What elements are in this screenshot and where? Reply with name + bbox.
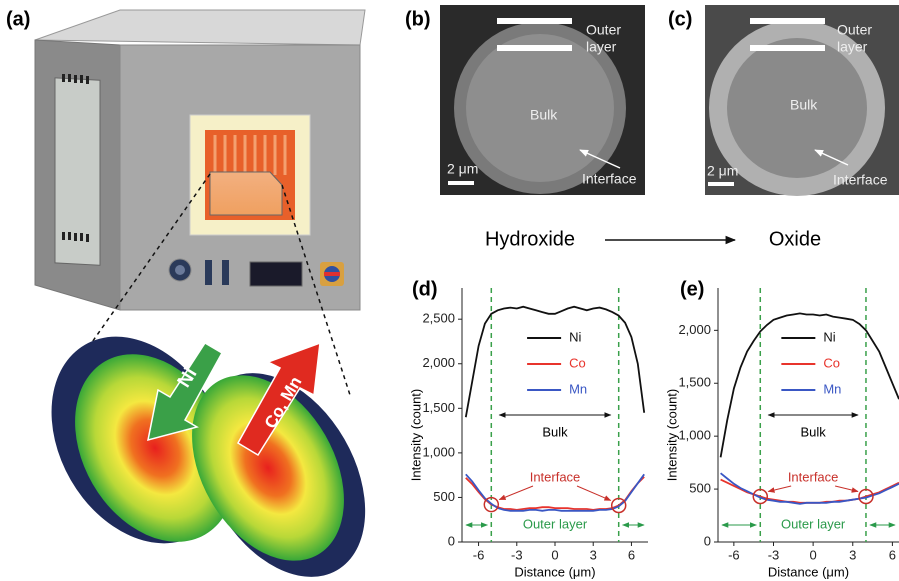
interface-arrow — [577, 486, 611, 500]
y-tick-label: 1,000 — [678, 428, 711, 443]
transition-label: Oxide — [769, 228, 821, 250]
x-tick-label: 0 — [810, 547, 817, 562]
sem-image: Outer layer Bulk Interface 2 μm — [705, 5, 899, 196]
x-axis-label: Distance (μm) — [768, 564, 849, 579]
y-tick-label: 1,000 — [422, 444, 455, 459]
interface-arrow — [499, 486, 533, 500]
furnace — [35, 10, 365, 395]
x-tick-label: -3 — [768, 547, 780, 562]
sem-label: Bulk — [530, 107, 558, 123]
sem-image: Outer layer Bulk Interface 2 μm — [440, 5, 645, 195]
interface-arrow — [768, 486, 791, 491]
sem-label: layer — [586, 39, 617, 55]
y-axis-label: Intensity (count) — [664, 389, 679, 482]
y-tick-label: 2,000 — [678, 322, 711, 337]
legend-label: Ni — [569, 329, 581, 344]
y-axis-label: Intensity (count) — [408, 389, 423, 482]
y-tick-label: 0 — [704, 533, 711, 548]
transition-label: Hydroxide — [485, 228, 575, 250]
sem-label: Interface — [582, 171, 637, 187]
panel-label: (a) — [6, 8, 30, 30]
annotation: Bulk — [542, 424, 568, 439]
sem-label: Bulk — [790, 97, 818, 113]
x-tick-label: -6 — [473, 547, 485, 562]
scale-label: 2 μm — [707, 163, 738, 179]
sem-label: Outer — [837, 22, 872, 38]
y-tick-label: 0 — [448, 533, 455, 548]
y-tick-label: 2,500 — [422, 311, 455, 326]
x-tick-label: -6 — [728, 547, 740, 562]
sem-label: Interface — [833, 172, 888, 188]
legend-label: Co — [823, 355, 840, 370]
x-tick-label: 3 — [590, 547, 597, 562]
y-tick-label: 2,000 — [422, 355, 455, 370]
sem-label: layer — [837, 39, 868, 55]
x-tick-label: 6 — [628, 547, 635, 562]
y-tick-label: 1,500 — [678, 375, 711, 390]
panel-label: (e) — [680, 278, 704, 300]
legend-label: Mn — [569, 381, 587, 396]
annotation: Outer layer — [781, 516, 846, 531]
scale-label: 2 μm — [447, 161, 478, 177]
panel-label: (d) — [412, 278, 438, 300]
annotation: Outer layer — [523, 516, 588, 531]
y-tick-label: 500 — [689, 481, 711, 496]
panel-label: (b) — [405, 8, 431, 30]
x-tick-label: 0 — [551, 547, 558, 562]
data-line — [466, 307, 644, 418]
particles: Ni Co, Mn — [16, 305, 400, 581]
annotation: Interface — [530, 469, 581, 484]
x-tick-label: 6 — [889, 547, 896, 562]
x-axis-label: Distance (μm) — [514, 564, 595, 579]
legend-label: Co — [569, 355, 586, 370]
x-tick-label: -3 — [511, 547, 523, 562]
panel-label: (c) — [668, 8, 692, 30]
legend-label: Ni — [823, 329, 835, 344]
y-tick-label: 1,500 — [422, 400, 455, 415]
y-tick-label: 500 — [433, 489, 455, 504]
legend-label: Mn — [823, 381, 841, 396]
interface-arrow — [835, 486, 858, 491]
sem-label: Outer — [586, 22, 621, 38]
annotation: Bulk — [800, 424, 826, 439]
annotation: Interface — [788, 469, 839, 484]
figure: (a) (b) (c) (d) (e) Ni Co, Mn — [0, 0, 899, 581]
x-tick-label: 3 — [849, 547, 856, 562]
